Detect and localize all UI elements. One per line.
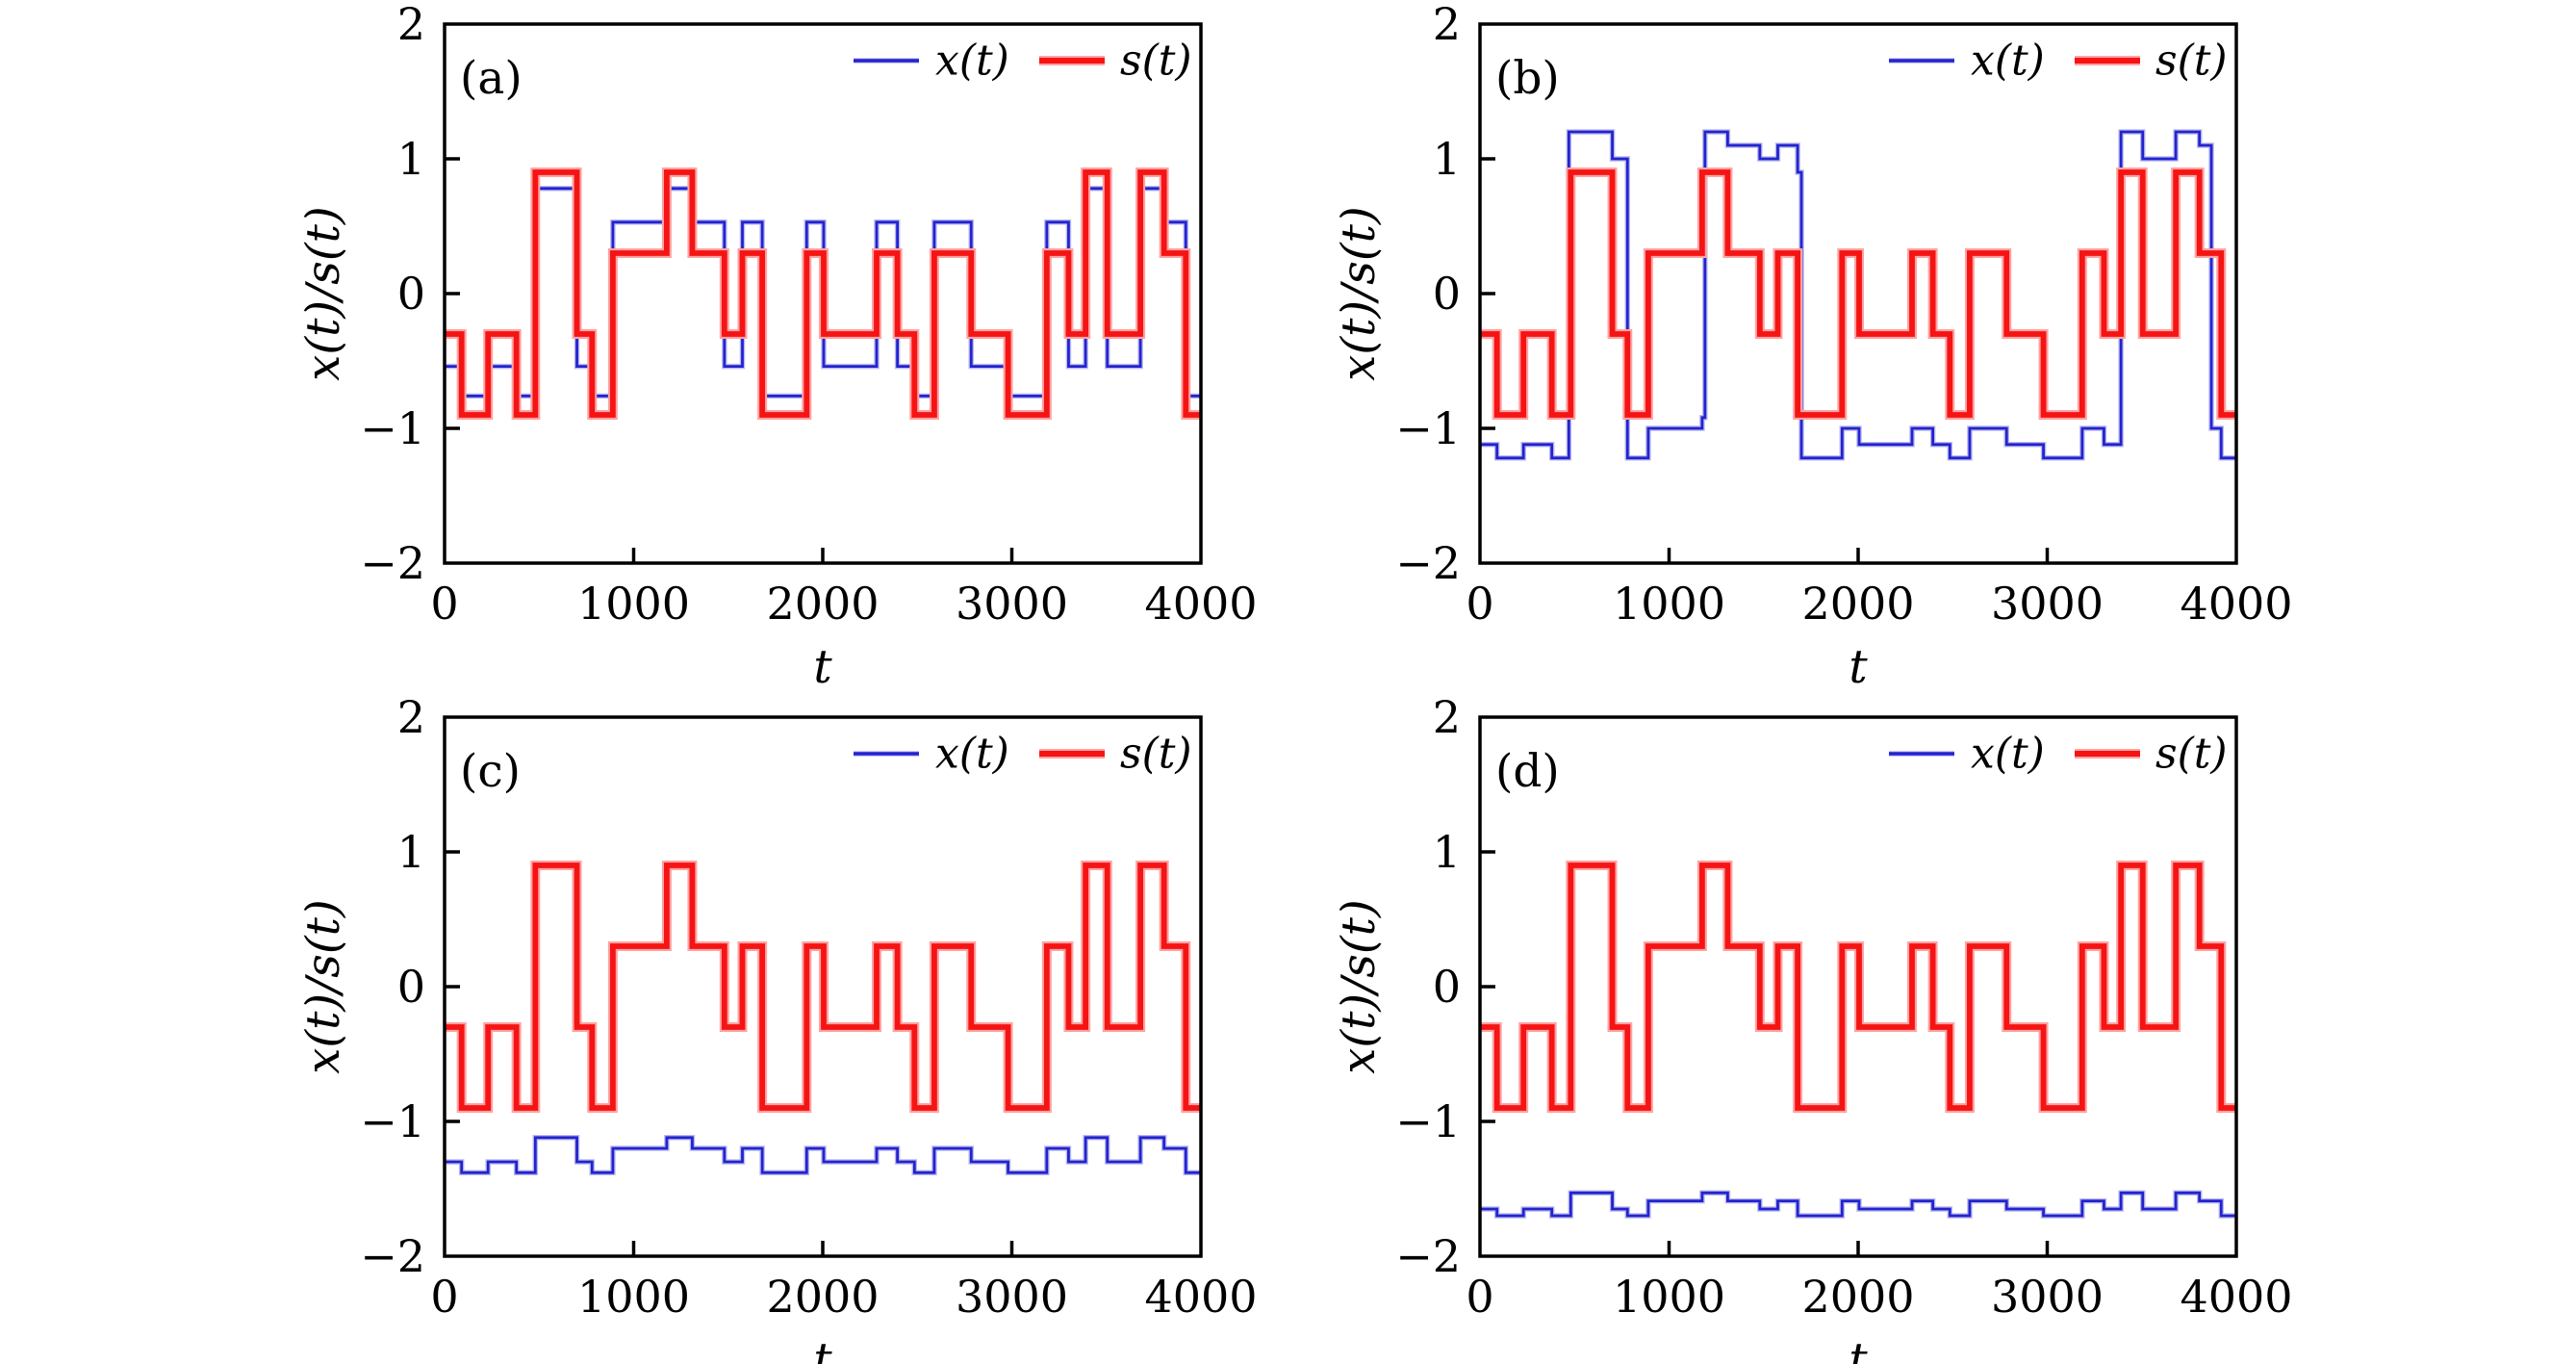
x-tick-label: 4000 xyxy=(1144,1271,1257,1323)
legend-x-label: x(t) xyxy=(1971,37,2045,86)
x-tick-label: 0 xyxy=(1466,1271,1493,1323)
y-tick-label: 2 xyxy=(397,691,425,743)
x-tick-label: 3000 xyxy=(1991,578,2104,630)
y-tick-label: −1 xyxy=(1395,1095,1461,1147)
x-tick-label: 2000 xyxy=(1801,578,1914,630)
legend-s-label: s(t) xyxy=(1120,37,1192,86)
x-tick-label: 2000 xyxy=(766,578,879,630)
legend-x-label: x(t) xyxy=(1971,730,2045,779)
y-tick-label: 2 xyxy=(1433,691,1461,743)
s-curve xyxy=(445,862,1201,1111)
y-tick-label: 1 xyxy=(397,826,425,878)
y-tick-label: 0 xyxy=(397,961,425,1013)
y-axis-label: x(t)/s(t) xyxy=(1332,206,1386,380)
x-tick-label: 1000 xyxy=(577,578,690,630)
x-tick-label: 3000 xyxy=(1991,1271,2104,1323)
panel-tag: (a) xyxy=(460,52,523,105)
y-tick-label: −2 xyxy=(360,537,425,589)
y-axis-label: x(t)/s(t) xyxy=(296,899,350,1073)
y-tick-label: −2 xyxy=(1395,1230,1461,1282)
x-axis-label: t xyxy=(1849,640,1868,694)
y-tick-label: 2 xyxy=(397,0,425,50)
legend-s-label: s(t) xyxy=(2155,37,2228,86)
panel-tag: (d) xyxy=(1495,745,1560,798)
x-tick-label: 4000 xyxy=(2180,578,2292,630)
y-axis-label: x(t)/s(t) xyxy=(1332,899,1386,1073)
x-curve xyxy=(1480,130,2236,460)
y-tick-label: −2 xyxy=(360,1230,425,1282)
y-tick-label: −1 xyxy=(360,1095,425,1147)
x-tick-label: 2000 xyxy=(1801,1271,1914,1323)
x-curve xyxy=(1480,1191,2236,1218)
x-axis-label: t xyxy=(1849,1333,1868,1364)
x-tick-label: 4000 xyxy=(1144,578,1257,630)
legend-s-label: s(t) xyxy=(2155,730,2228,779)
y-tick-label: 1 xyxy=(1433,133,1461,185)
x-tick-label: 0 xyxy=(1466,578,1493,630)
panel-tag: (b) xyxy=(1495,52,1560,105)
y-tick-label: 1 xyxy=(397,133,425,185)
y-tick-label: 1 xyxy=(1433,826,1461,878)
legend-x-label: x(t) xyxy=(935,37,1009,86)
x-tick-label: 1000 xyxy=(577,1271,690,1323)
x-tick-label: 1000 xyxy=(1613,578,1725,630)
s-curve xyxy=(445,169,1201,418)
y-tick-label: 0 xyxy=(397,268,425,320)
x-tick-label: 3000 xyxy=(956,578,1068,630)
x-axis-label: t xyxy=(813,640,832,694)
legend-x-label: x(t) xyxy=(935,730,1009,779)
x-tick-label: 2000 xyxy=(766,1271,879,1323)
x-tick-label: 1000 xyxy=(1613,1271,1725,1323)
x-curve xyxy=(445,1136,1201,1174)
y-tick-label: −2 xyxy=(1395,537,1461,589)
legend-s-label: s(t) xyxy=(1120,730,1192,779)
y-tick-label: 0 xyxy=(1433,268,1461,320)
s-curve xyxy=(1480,169,2236,418)
y-tick-label: 0 xyxy=(1433,961,1461,1013)
y-tick-label: −1 xyxy=(360,402,425,454)
y-tick-label: 2 xyxy=(1433,0,1461,50)
y-axis-label: x(t)/s(t) xyxy=(296,206,350,380)
x-tick-label: 4000 xyxy=(2180,1271,2292,1323)
s-curve xyxy=(1480,862,2236,1111)
x-tick-label: 0 xyxy=(430,1271,458,1323)
x-axis-label: t xyxy=(813,1333,832,1364)
panel-tag: (c) xyxy=(460,745,521,798)
x-tick-label: 0 xyxy=(430,578,458,630)
y-tick-label: −1 xyxy=(1395,402,1461,454)
x-tick-label: 3000 xyxy=(956,1271,1068,1323)
